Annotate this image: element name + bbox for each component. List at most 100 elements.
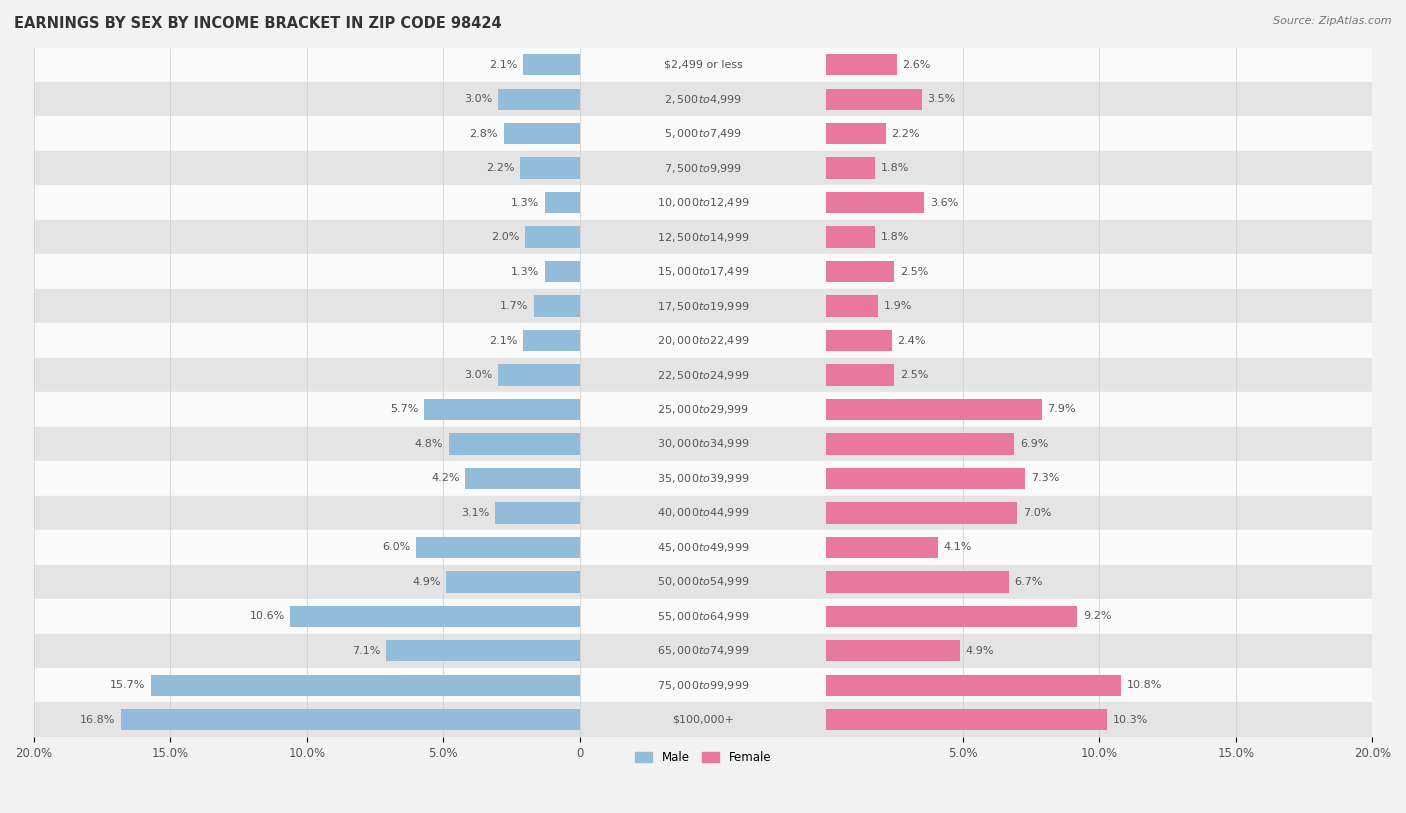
Text: $20,000 to $22,499: $20,000 to $22,499	[657, 334, 749, 347]
Bar	[825, 89, 921, 110]
Bar	[416, 537, 581, 558]
Text: $35,000 to $39,999: $35,000 to $39,999	[657, 472, 749, 485]
Bar	[825, 433, 1015, 454]
Bar	[825, 572, 1010, 593]
Text: 2.1%: 2.1%	[489, 336, 517, 346]
Bar	[150, 675, 581, 696]
Bar	[34, 633, 1372, 668]
Bar	[34, 151, 1372, 185]
Bar	[387, 640, 581, 662]
Text: 2.8%: 2.8%	[470, 128, 498, 139]
Text: 2.6%: 2.6%	[903, 60, 931, 70]
Bar	[34, 254, 1372, 289]
Bar	[544, 261, 581, 282]
Text: $22,500 to $24,999: $22,500 to $24,999	[657, 368, 749, 381]
Text: 3.6%: 3.6%	[929, 198, 957, 207]
Bar	[825, 261, 894, 282]
Text: 5.7%: 5.7%	[391, 405, 419, 415]
Text: 6.9%: 6.9%	[1019, 439, 1049, 449]
Bar	[825, 537, 938, 558]
Bar	[34, 324, 1372, 358]
Text: Source: ZipAtlas.com: Source: ZipAtlas.com	[1274, 16, 1392, 26]
Text: 10.3%: 10.3%	[1114, 715, 1149, 724]
Bar	[34, 668, 1372, 702]
Bar	[520, 158, 581, 179]
Bar	[446, 572, 581, 593]
Bar	[34, 392, 1372, 427]
Text: 1.8%: 1.8%	[880, 233, 910, 242]
Text: 3.0%: 3.0%	[464, 94, 492, 104]
Text: 2.4%: 2.4%	[897, 336, 925, 346]
Text: EARNINGS BY SEX BY INCOME BRACKET IN ZIP CODE 98424: EARNINGS BY SEX BY INCOME BRACKET IN ZIP…	[14, 16, 502, 31]
Bar	[34, 461, 1372, 496]
Text: 9.2%: 9.2%	[1083, 611, 1111, 621]
Text: $2,499 or less: $2,499 or less	[664, 60, 742, 70]
Text: 4.1%: 4.1%	[943, 542, 972, 552]
Bar	[523, 54, 581, 76]
Text: $100,000+: $100,000+	[672, 715, 734, 724]
Text: 4.9%: 4.9%	[412, 577, 440, 587]
Text: $12,500 to $14,999: $12,500 to $14,999	[657, 231, 749, 244]
Text: $2,500 to $4,999: $2,500 to $4,999	[664, 93, 742, 106]
Text: 10.8%: 10.8%	[1126, 680, 1161, 690]
Text: 4.2%: 4.2%	[432, 473, 460, 484]
Text: 3.5%: 3.5%	[927, 94, 955, 104]
Bar	[291, 606, 581, 627]
Text: 7.9%: 7.9%	[1047, 405, 1076, 415]
Text: $40,000 to $44,999: $40,000 to $44,999	[657, 506, 749, 520]
Text: $30,000 to $34,999: $30,000 to $34,999	[657, 437, 749, 450]
Bar	[34, 530, 1372, 564]
Bar	[34, 427, 1372, 461]
Text: $15,000 to $17,499: $15,000 to $17,499	[657, 265, 749, 278]
Bar	[825, 364, 894, 385]
Bar	[34, 702, 1372, 737]
Text: 4.9%: 4.9%	[966, 646, 994, 656]
Bar	[825, 640, 960, 662]
Bar	[825, 158, 875, 179]
Legend: Male, Female: Male, Female	[630, 746, 776, 769]
Text: 15.7%: 15.7%	[110, 680, 146, 690]
Bar	[825, 709, 1108, 730]
Text: 1.3%: 1.3%	[510, 267, 538, 276]
Text: 2.2%: 2.2%	[891, 128, 920, 139]
Bar	[498, 364, 581, 385]
Text: 1.9%: 1.9%	[883, 301, 911, 311]
Text: 2.5%: 2.5%	[900, 267, 928, 276]
Bar	[825, 467, 1025, 489]
Bar	[503, 123, 581, 145]
Text: $75,000 to $99,999: $75,000 to $99,999	[657, 679, 749, 692]
Bar	[825, 192, 924, 213]
Text: 3.1%: 3.1%	[461, 508, 489, 518]
Bar	[523, 330, 581, 351]
Bar	[526, 227, 581, 248]
Text: 10.6%: 10.6%	[250, 611, 285, 621]
Bar	[825, 502, 1017, 524]
Bar	[34, 185, 1372, 220]
Bar	[825, 295, 877, 317]
Bar	[425, 399, 581, 420]
Text: 4.8%: 4.8%	[415, 439, 443, 449]
Bar	[34, 289, 1372, 324]
Text: 7.1%: 7.1%	[352, 646, 381, 656]
Text: $17,500 to $19,999: $17,500 to $19,999	[657, 299, 749, 312]
Bar	[34, 564, 1372, 599]
Text: $10,000 to $12,499: $10,000 to $12,499	[657, 196, 749, 209]
Bar	[534, 295, 581, 317]
Bar	[825, 123, 886, 145]
Bar	[449, 433, 581, 454]
Bar	[495, 502, 581, 524]
Bar	[34, 220, 1372, 254]
Bar	[544, 192, 581, 213]
Text: 6.7%: 6.7%	[1015, 577, 1043, 587]
Text: $65,000 to $74,999: $65,000 to $74,999	[657, 644, 749, 657]
Text: 2.0%: 2.0%	[492, 233, 520, 242]
Text: 3.0%: 3.0%	[464, 370, 492, 380]
Text: 7.3%: 7.3%	[1031, 473, 1059, 484]
Bar	[34, 47, 1372, 82]
Text: $55,000 to $64,999: $55,000 to $64,999	[657, 610, 749, 623]
Bar	[825, 227, 875, 248]
Text: $7,500 to $9,999: $7,500 to $9,999	[664, 162, 742, 175]
Text: 1.3%: 1.3%	[510, 198, 538, 207]
Bar	[34, 116, 1372, 151]
Text: 7.0%: 7.0%	[1022, 508, 1052, 518]
